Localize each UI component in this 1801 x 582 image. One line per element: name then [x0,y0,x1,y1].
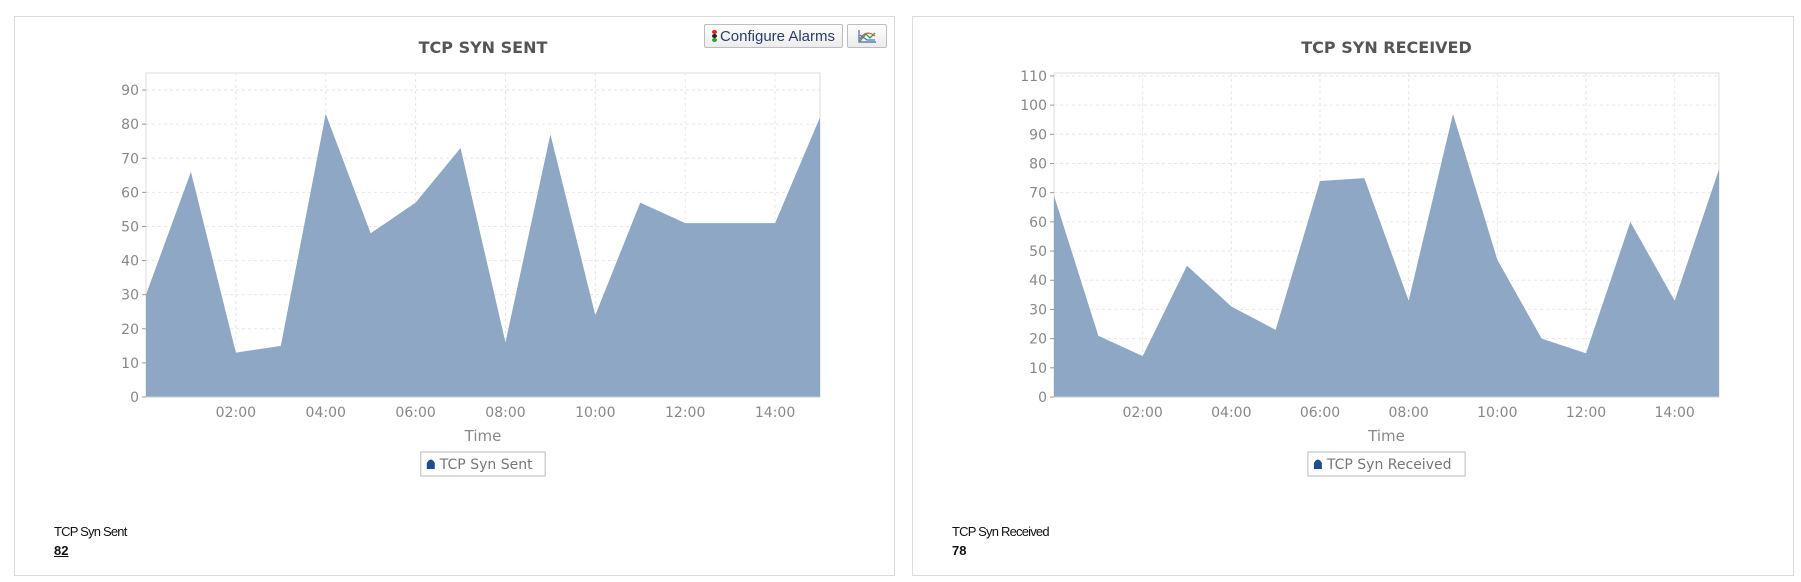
x-tick-label: 14:00 [1654,405,1694,421]
tcp-syn-received-panel: TCP SYN RECEIVED 0 10 20 30 40 50 60 70 80 90 100 11… [912,16,1794,576]
x-tick-label: 02:00 [1122,405,1162,421]
configure-alarms-label: Configure Alarms [719,27,836,45]
y-tick-label: 20 [1029,332,1047,348]
legend-marker-icon [1313,459,1322,469]
tcp-syn-sent-panel: Configure Alarms TCP SYN SENT 0 10 20 30 40 50… [14,16,895,576]
y-tick-label: 40 [1029,273,1047,289]
y-tick-label: 90 [121,83,139,99]
area-series [1054,113,1719,397]
y-tick-label: 80 [121,117,139,133]
x-axis-label: Time [1367,427,1405,445]
x-tick-label: 12:00 [665,405,705,421]
y-tick-label: 60 [1029,215,1047,231]
x-tick-label: 14:00 [755,405,795,421]
x-tick-label: 06:00 [1300,405,1340,421]
summary-label: TCP Syn Sent [54,524,127,539]
y-tick-label: 50 [1029,244,1047,260]
y-tick-label: 110 [1020,69,1047,85]
summary-label: TCP Syn Received [952,524,1050,539]
traffic-light-icon [711,30,717,42]
legend-label: TCP Syn Sent [439,457,533,473]
y-tick-label: 40 [121,254,139,270]
x-tick-label: 06:00 [395,405,435,421]
x-tick-label: 08:00 [1388,405,1428,421]
y-tick-label: 10 [121,356,139,372]
tcp-syn-received-chart: TCP SYN RECEIVED 0 10 20 30 40 50 60 70 80 90 100 11… [1020,38,1720,477]
y-tick-label: 70 [121,151,139,167]
y-tick-label: 0 [130,390,139,406]
x-tick-label: 04:00 [306,405,346,421]
y-tick-label: 50 [121,219,139,235]
x-tick-label: 02:00 [216,405,256,421]
legend-label: TCP Syn Received [1326,457,1452,473]
y-tick-label: 30 [121,288,139,304]
y-tick-label: 90 [1029,127,1047,143]
x-axis-label: Time [464,427,502,445]
legend-box [1307,451,1466,477]
y-tick-label: 60 [121,185,139,201]
y-tick-label: 70 [1029,186,1047,202]
area-series [146,113,820,397]
chart-title: TCP SYN RECEIVED [1301,38,1472,57]
y-tick-label: 10 [1029,361,1047,377]
x-tick-label: 10:00 [575,405,615,421]
summary-value: 78 [952,543,967,558]
y-tick-label: 0 [1038,390,1047,406]
chart-type-button[interactable] [847,24,887,48]
y-tick-label: 30 [1029,302,1047,318]
legend-marker-icon [426,459,435,469]
x-tick-label: 08:00 [485,405,525,421]
x-tick-label: 10:00 [1477,405,1517,421]
chart-title: TCP SYN SENT [419,38,548,57]
summary-value-link[interactable]: 82 [54,543,69,558]
tcp-syn-sent-chart: TCP SYN SENT 0 10 20 30 40 50 60 70 80 90 02:00 04:0… [121,38,821,477]
line-chart-icon [858,30,876,43]
x-tick-label: 04:00 [1211,405,1251,421]
y-tick-label: 80 [1029,156,1047,172]
y-tick-label: 100 [1020,98,1047,114]
legend-box [420,451,546,477]
y-tick-label: 20 [121,322,139,338]
configure-alarms-button[interactable]: Configure Alarms [704,24,843,48]
x-tick-label: 12:00 [1566,405,1606,421]
